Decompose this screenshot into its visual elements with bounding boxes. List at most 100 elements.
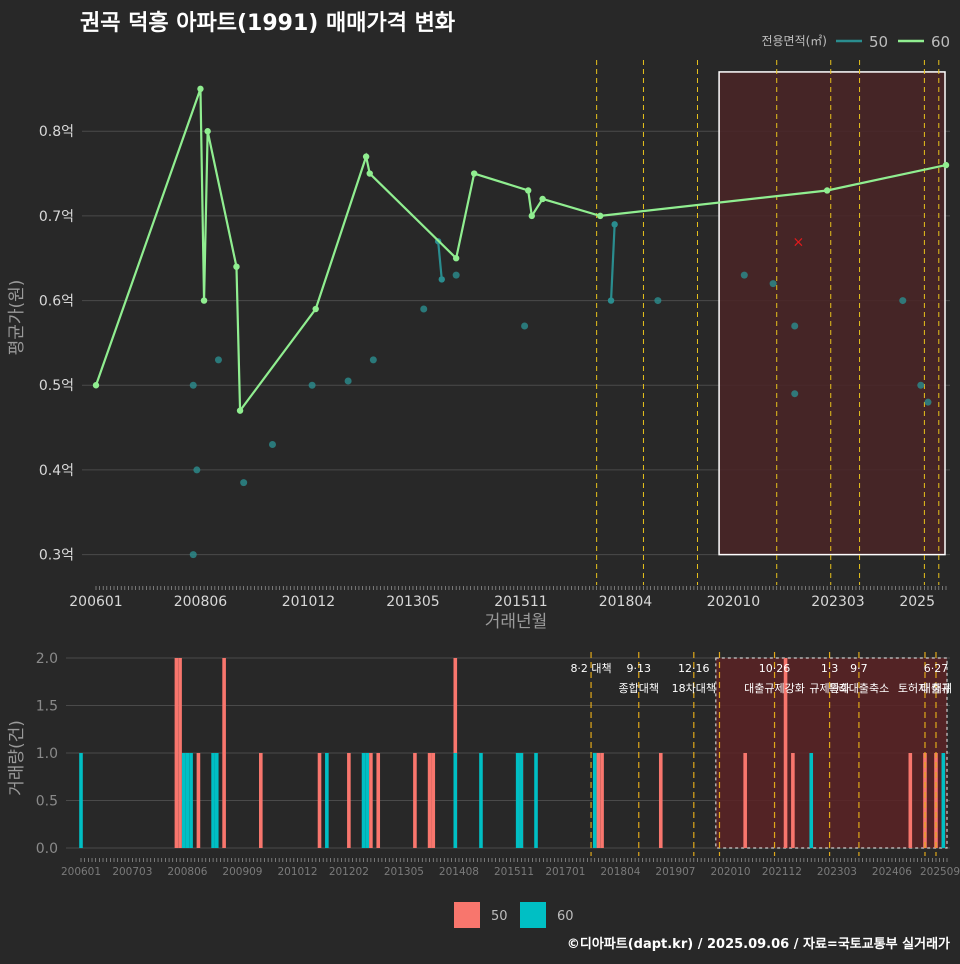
- bar-x-tick-label: 201511: [494, 866, 534, 878]
- series-point-60: [233, 263, 240, 270]
- bar-y-tick-label: 1.5: [36, 699, 58, 715]
- x-tick-label: 201804: [599, 594, 653, 610]
- bar-x-tick-label: 201012: [277, 866, 317, 878]
- policy-event-sublabel: 토허제 해제: [898, 681, 952, 695]
- bar-x-tick-label: 202010: [710, 866, 750, 878]
- y-tick-label: 0.7억: [39, 209, 74, 225]
- scatter-point: [791, 390, 799, 398]
- x-tick-label: 200806: [174, 594, 228, 610]
- policy-event-sublabel: 대출규: [921, 682, 951, 695]
- bar-60: [214, 753, 219, 848]
- x-tick-label: 202303: [811, 594, 864, 610]
- bar-60: [361, 753, 366, 848]
- series-point-60: [470, 170, 478, 177]
- bar-50: [934, 753, 938, 848]
- policy-event-label: 10·26: [759, 662, 791, 675]
- y-axis-title: 평균가(원): [7, 280, 27, 356]
- series-point-50: [611, 221, 618, 228]
- scatter-point: [268, 441, 276, 449]
- scatter-point: [791, 322, 799, 330]
- policy-event-label: 12·16: [678, 662, 710, 675]
- series-point-60: [525, 187, 532, 194]
- bar-legend-key-60: [520, 902, 546, 928]
- bar-x-tick-label: 201907: [655, 866, 695, 878]
- bar-50: [369, 753, 373, 848]
- series-point-60: [236, 407, 244, 414]
- bar-50: [427, 753, 432, 848]
- policy-event-label: 1·3: [821, 662, 839, 675]
- series-point-60: [597, 212, 604, 220]
- bar-x-tick-label: 200703: [112, 866, 152, 878]
- bar-x-tick-label: 201804: [600, 866, 640, 878]
- bar-x-tick-label: 202112: [762, 866, 802, 878]
- scatter-point: [924, 398, 932, 406]
- bar-60: [365, 753, 370, 848]
- series-point-60: [197, 85, 204, 93]
- series-point-60: [312, 305, 319, 313]
- scatter-point: [240, 479, 248, 487]
- series-point-60: [204, 128, 211, 135]
- scatter-point: [214, 356, 222, 364]
- policy-event-label: 9·13: [627, 662, 652, 675]
- bar-legend-key-50: [454, 902, 480, 928]
- policy-event-sublabel: 종합대책: [619, 682, 659, 695]
- bar-50: [347, 753, 351, 848]
- bar-50: [908, 753, 913, 848]
- highlight-box: [718, 71, 946, 556]
- policy-event-sublabel: 대출규제강화: [744, 682, 805, 695]
- series-point-60: [823, 187, 831, 194]
- bar-60: [519, 753, 524, 848]
- series-point-60: [528, 212, 536, 220]
- scatter-point: [420, 305, 428, 313]
- bar-60: [181, 753, 186, 848]
- bar-60: [185, 753, 190, 848]
- bar-60: [941, 753, 946, 848]
- legend-label-60: 60: [931, 33, 950, 51]
- bar-50: [413, 753, 417, 848]
- bar-50: [317, 753, 322, 848]
- bar-50: [376, 753, 381, 848]
- scatter-point: [769, 280, 777, 288]
- series-point-60: [942, 161, 950, 169]
- bar-60: [479, 753, 483, 848]
- y-tick-label: 0.4억: [39, 463, 74, 479]
- series-point-50: [438, 276, 445, 283]
- bar-y-tick-label: 2.0: [36, 651, 58, 667]
- bar-x-tick-label: 202303: [817, 866, 857, 878]
- x-axis-title: 거래년월: [485, 612, 548, 632]
- x-tick-label: 2025: [899, 594, 935, 610]
- bar-60: [211, 753, 215, 848]
- series-line-50: [609, 224, 616, 301]
- bar-60: [453, 753, 458, 848]
- bar-60: [189, 753, 193, 848]
- scatter-point: [521, 322, 529, 330]
- bar-50: [222, 658, 226, 848]
- bar-60: [534, 753, 538, 848]
- bar-x-tick-label: 200909: [222, 866, 262, 878]
- bar-legend-label-60: 60: [557, 909, 574, 924]
- bar-50: [174, 658, 179, 848]
- scatter-point: [917, 381, 925, 389]
- bar-y-tick-label: 0.0: [36, 841, 58, 857]
- x-marker: ×: [792, 234, 804, 250]
- x-tick-label: 202010: [707, 594, 760, 610]
- series-point-50: [607, 297, 615, 304]
- x-tick-label: 201305: [386, 594, 439, 610]
- bar-x-tick-label: 201305: [384, 866, 424, 878]
- y-tick-label: 0.8억: [39, 124, 74, 140]
- scatter-point: [189, 381, 197, 389]
- policy-event-sublabel: 특례대출축소: [829, 682, 890, 695]
- bar-x-tick-label: 201408: [439, 866, 479, 878]
- bar-60: [515, 753, 520, 848]
- policy-event-sublabel: 규제완화: [809, 682, 849, 695]
- policy-event-sublabel: 18차대책: [672, 682, 716, 695]
- scatter-point: [193, 466, 201, 474]
- legend-label-50: 50: [869, 33, 888, 51]
- series-point-60: [452, 255, 460, 262]
- scatter-point: [369, 356, 377, 364]
- scatter-point: [189, 551, 197, 559]
- x-tick-label: 201012: [282, 594, 335, 610]
- series-point-60: [539, 195, 546, 203]
- y-tick-label: 0.3억: [39, 548, 74, 564]
